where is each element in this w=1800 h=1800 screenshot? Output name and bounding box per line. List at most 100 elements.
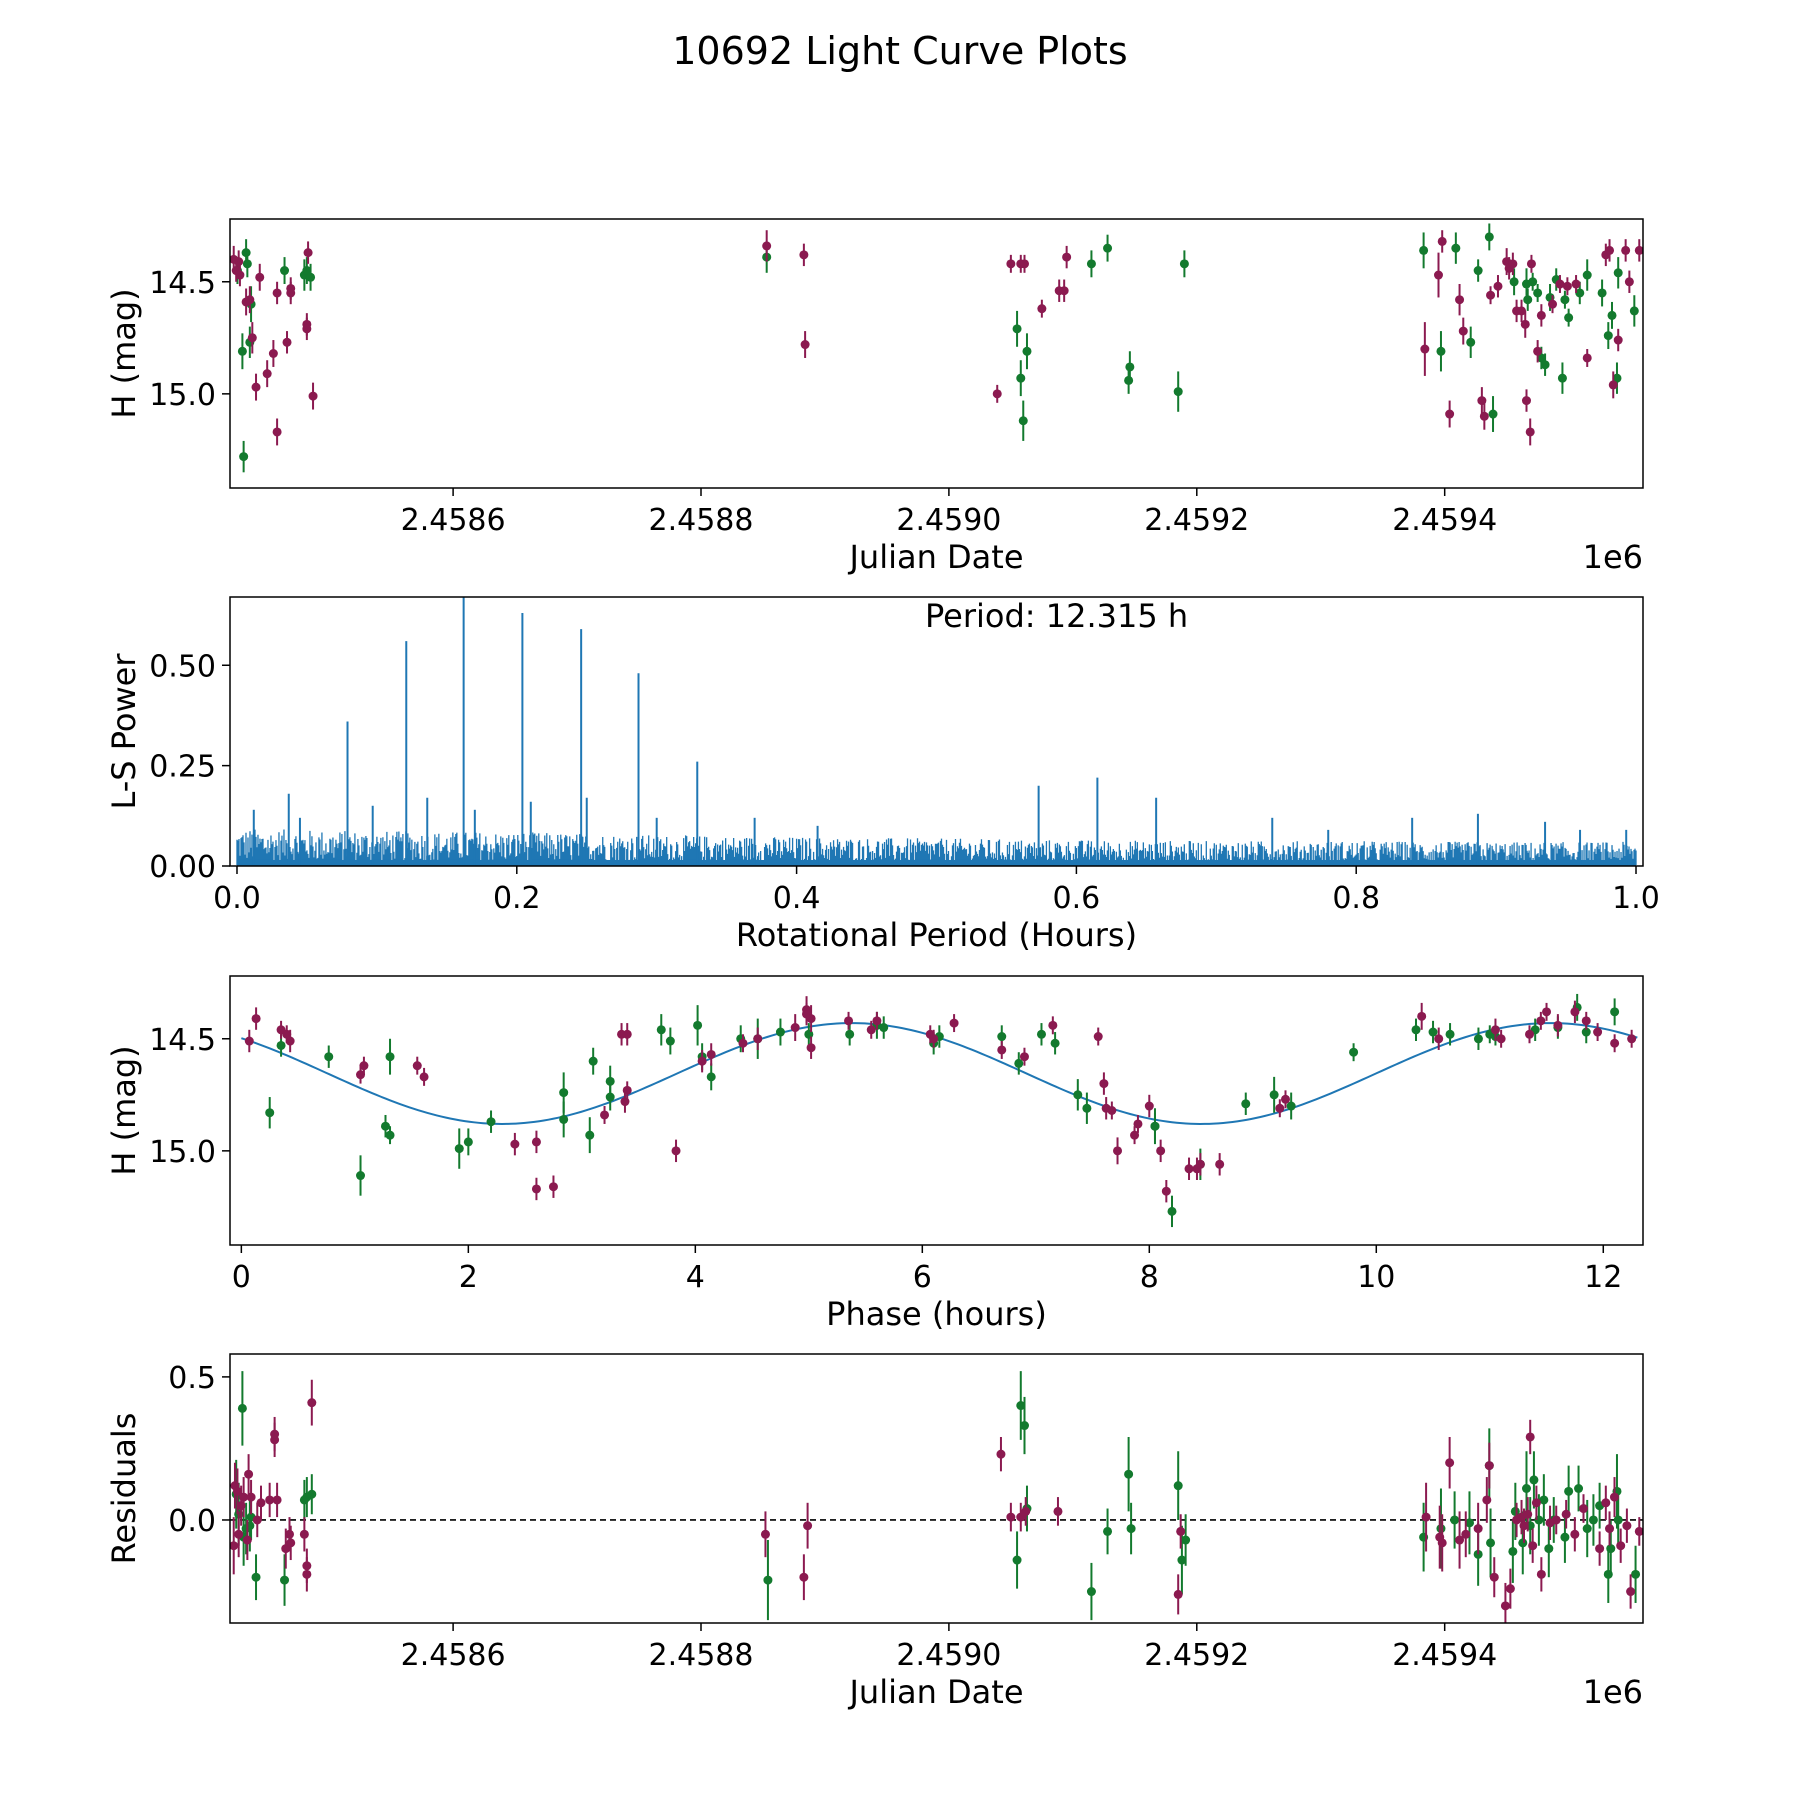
data-point	[232, 1486, 242, 1496]
data-point	[1053, 1506, 1063, 1516]
data-point	[1286, 1101, 1296, 1111]
x-offset-label: 1e6	[1583, 1673, 1643, 1711]
data-point	[806, 1043, 816, 1053]
data-point	[1020, 259, 1030, 269]
x-tick-label: 0.6	[1053, 881, 1101, 916]
data-point	[1433, 270, 1443, 280]
data-point	[242, 259, 252, 269]
data-point	[246, 1492, 256, 1502]
data-point	[697, 1056, 707, 1066]
data-point	[242, 1535, 252, 1545]
data-point	[1421, 1512, 1431, 1522]
data-point	[1508, 1546, 1518, 1556]
data-point	[1461, 1529, 1471, 1539]
data-point	[802, 1005, 812, 1015]
x-tick-label: 2.4588	[649, 503, 754, 538]
y-axis-label: Residuals	[105, 1413, 143, 1565]
data-point	[1634, 1526, 1643, 1536]
data-point	[1536, 1569, 1546, 1579]
data-point	[245, 295, 255, 305]
data-point	[1445, 1029, 1455, 1039]
data-point	[1613, 268, 1623, 278]
data-point	[1627, 1034, 1637, 1044]
data-point	[1195, 1159, 1205, 1169]
data-point	[1177, 1555, 1187, 1565]
x-offset-label: 1e6	[1583, 538, 1643, 576]
data-point	[306, 272, 316, 282]
data-point	[1608, 380, 1618, 390]
data-point	[1582, 353, 1592, 363]
y-tick-label: 0.50	[149, 649, 216, 684]
data-point	[1509, 277, 1519, 287]
data-point	[1539, 1495, 1549, 1505]
data-point	[1564, 1486, 1574, 1496]
y-tick-label: 0.25	[149, 750, 216, 785]
data-point	[1582, 270, 1592, 280]
data-point	[265, 1495, 275, 1505]
data-point	[1012, 1555, 1022, 1565]
data-point	[1581, 1016, 1591, 1026]
data-point	[454, 1144, 464, 1154]
data-point	[1126, 1524, 1136, 1534]
data-point	[1634, 245, 1643, 255]
data-point	[656, 1025, 666, 1035]
series-maroon	[230, 230, 1643, 446]
data-point	[1021, 1506, 1031, 1516]
data-point	[237, 1403, 247, 1413]
data-point	[299, 1529, 309, 1539]
data-point	[255, 272, 265, 282]
data-point	[706, 1072, 716, 1082]
data-point	[239, 452, 249, 462]
data-point	[1510, 1506, 1520, 1516]
data-point	[671, 1146, 681, 1156]
data-point	[600, 1110, 610, 1120]
data-point	[256, 1498, 266, 1508]
x-tick-label: 0.4	[773, 881, 821, 916]
data-point	[1570, 1529, 1580, 1539]
data-point	[1551, 1515, 1561, 1525]
subplot-phased: 0 2 4 6 8 10 12 14.5 15.0 Phase (hours) H (mag)	[105, 975, 1644, 1333]
data-point	[302, 319, 312, 329]
data-point	[1124, 1469, 1134, 1479]
series-maroon	[230, 1379, 1643, 1623]
data-point	[1012, 324, 1022, 334]
data-point	[1419, 245, 1429, 255]
data-point	[1473, 1524, 1483, 1534]
data-point	[1436, 346, 1446, 356]
data-point	[1557, 373, 1567, 383]
data-point	[244, 1036, 254, 1046]
data-point	[1531, 1498, 1541, 1508]
data-point	[1451, 243, 1461, 253]
data-point	[1093, 1032, 1103, 1042]
data-point	[272, 1495, 282, 1505]
data-point	[1612, 373, 1622, 383]
data-point	[605, 1076, 615, 1086]
y-tick-label: 14.5	[149, 1023, 216, 1058]
data-point	[1536, 1016, 1546, 1026]
data-point	[463, 1137, 473, 1147]
data-point	[1020, 1421, 1030, 1431]
data-point	[1479, 411, 1489, 421]
data-point	[1173, 1481, 1183, 1491]
data-point	[1570, 1007, 1580, 1017]
x-tick-label: 2.4590	[896, 1638, 1001, 1673]
data-point	[949, 1018, 959, 1028]
data-point	[1595, 1544, 1605, 1554]
data-point	[1124, 375, 1134, 385]
data-point	[380, 1121, 390, 1131]
data-point	[763, 1575, 773, 1585]
data-point	[1597, 288, 1607, 298]
x-tick-label: 1.0	[1612, 881, 1660, 916]
data-point	[284, 1529, 294, 1539]
data-point	[622, 1085, 632, 1095]
data-point	[237, 346, 247, 356]
x-tick-label: 2	[459, 1260, 478, 1295]
series-green	[232, 223, 1639, 473]
data-point	[1006, 1512, 1016, 1522]
data-point	[585, 1130, 595, 1140]
y-axis-label: L-S Power	[105, 653, 143, 810]
data-point	[1536, 310, 1546, 320]
data-point	[1086, 259, 1096, 269]
data-point	[303, 248, 313, 258]
x-tick-label: 10	[1357, 1260, 1395, 1295]
